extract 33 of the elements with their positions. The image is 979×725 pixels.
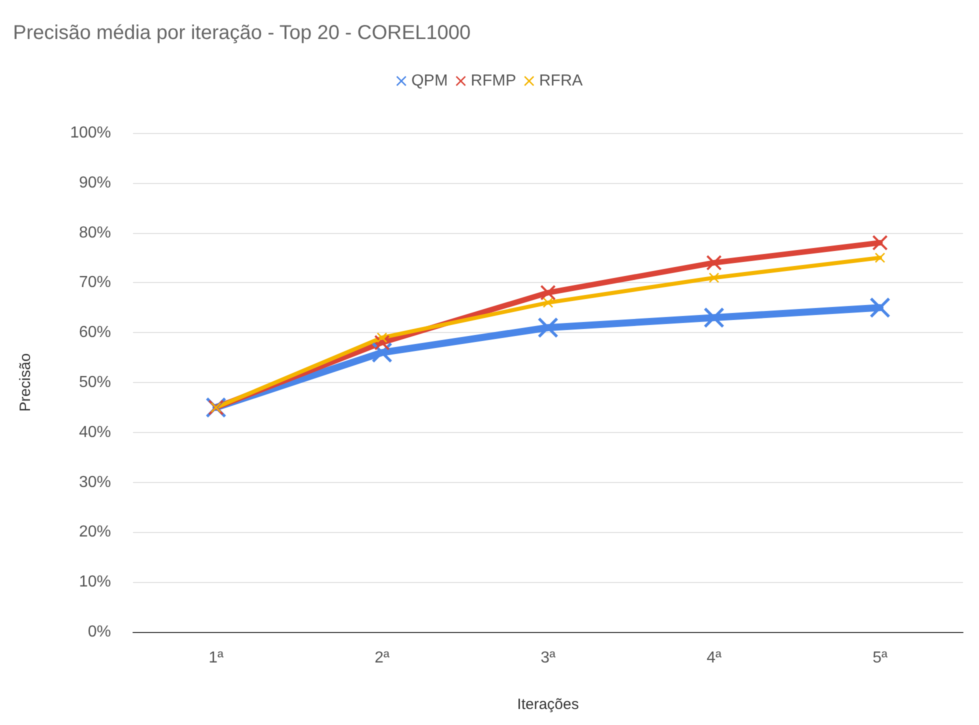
x-axis-title: Iterações [517,696,579,713]
y-tick-label: 80% [78,224,111,242]
x-tick-label: 5ª [872,650,888,666]
legend-label: RFMP [470,72,516,90]
x-tick-label: 3ª [540,650,556,666]
y-tick-label: 100% [70,124,111,142]
point [709,272,719,283]
point [543,298,553,308]
x-tick-label: 2ª [374,650,390,666]
x-tick-label: 4ª [706,650,722,666]
point [540,285,556,300]
y-tick-label: 40% [78,424,111,441]
y-tick-label: 90% [78,174,111,192]
point [870,298,890,318]
point [875,252,885,263]
y-tick-label: 50% [78,374,111,391]
y-tick-label: 20% [78,524,111,541]
y-tick-label: 70% [78,274,111,292]
y-tick-label: 30% [78,474,111,491]
point [704,308,724,328]
y-axis-title: Precisão [17,353,34,412]
chart-title: Precisão média por iteração - Top 20 - COREL1000 [13,22,471,44]
y-tick-label: 0% [88,624,111,640]
y-tick-label: 60% [78,324,111,342]
legend-label: RFRA [539,72,583,90]
legend-label: QPM [411,72,448,90]
point [872,235,888,250]
x-tick-label: 1ª [208,650,224,666]
point [372,342,392,363]
point [706,255,722,270]
y-tick-label: 10% [78,574,111,591]
point [538,318,558,338]
point [374,335,390,350]
